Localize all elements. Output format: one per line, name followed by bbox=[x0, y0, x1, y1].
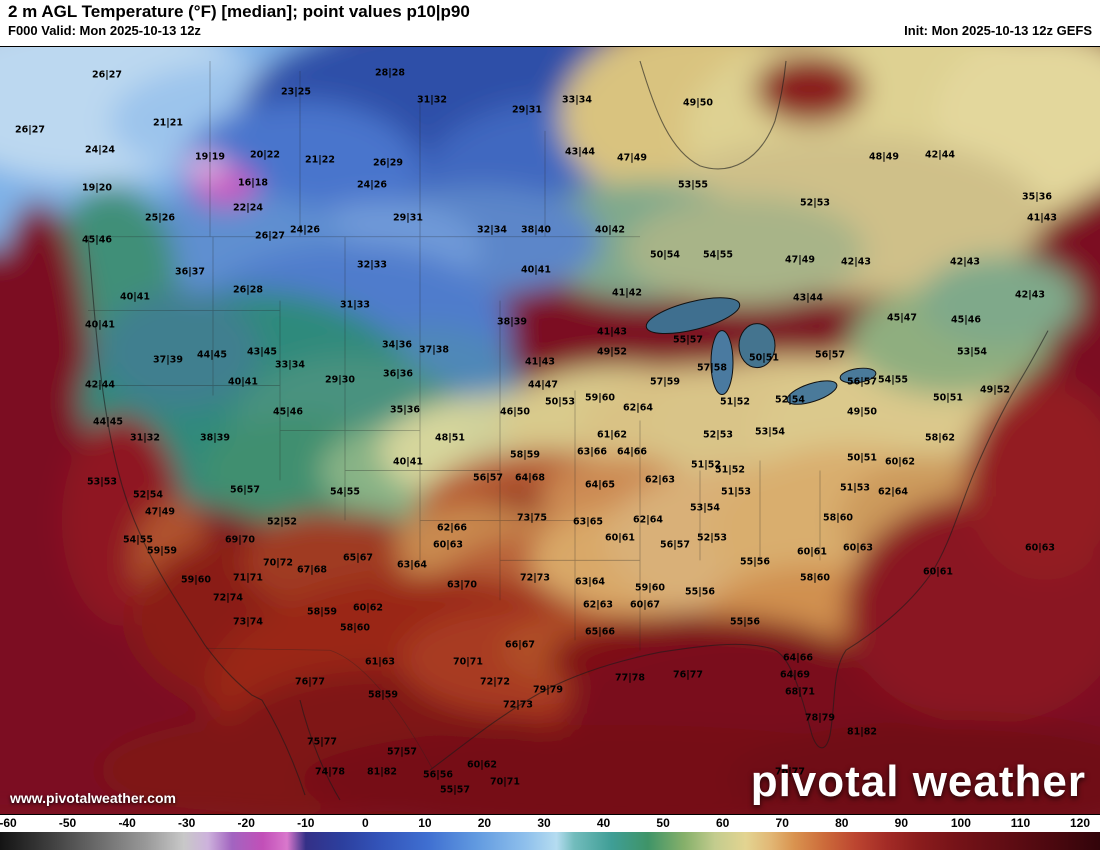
colorbar-tick-label: -30 bbox=[177, 816, 196, 830]
colorbar-tick-label: -60 bbox=[0, 816, 17, 830]
colorbar-tick-label: 10 bbox=[418, 816, 432, 830]
colorbar-tick-label: 20 bbox=[477, 816, 492, 830]
temperature-shading bbox=[0, 47, 1100, 814]
colorbar-tick-label: 90 bbox=[894, 816, 909, 830]
temperature-field-map bbox=[0, 47, 1100, 814]
coastline-borders bbox=[87, 60, 1049, 801]
map-title: 2 m AGL Temperature (°F) [median]; point… bbox=[8, 2, 470, 21]
colorbar-gradient bbox=[0, 832, 1100, 850]
colorbar-tick-label: 0 bbox=[361, 816, 369, 830]
colorbar-ticks: -60 -50 -40 -30 -20 -10 0 10 20 30 40 50 60 70 80 90 100… bbox=[0, 814, 1100, 832]
website-watermark: www.pivotalweather.com bbox=[10, 790, 176, 806]
colorbar-tick-label: 100 bbox=[950, 816, 971, 830]
colorbar-tick-label: 60 bbox=[715, 816, 730, 830]
colorbar-tick-label: 120 bbox=[1069, 816, 1091, 830]
init-time-label: Init: Mon 2025-10-13 12z GEFS bbox=[904, 23, 1092, 39]
brand-watermark: pivotal weather bbox=[750, 757, 1086, 806]
colorbar-tick-label: -40 bbox=[118, 816, 136, 830]
colorbar-tick-label: -10 bbox=[297, 816, 315, 830]
great-lakes bbox=[645, 297, 877, 405]
map-area bbox=[0, 46, 1100, 814]
colorbar-tick-label: -20 bbox=[237, 816, 255, 830]
colorbar-tick-label: 30 bbox=[537, 816, 551, 830]
titlebar: 2 m AGL Temperature (°F) [median]; point… bbox=[0, 0, 1100, 46]
colorbar-tick-label: 50 bbox=[656, 816, 670, 830]
valid-time-label: F000 Valid: Mon 2025-10-13 12z bbox=[8, 23, 201, 39]
state-borders bbox=[88, 60, 821, 769]
colorbar-tick-label: 40 bbox=[596, 816, 611, 830]
colorbar-tick-label: 70 bbox=[775, 816, 789, 830]
colorbar-tick-label: -50 bbox=[58, 816, 77, 830]
colorbar-tick-label: 110 bbox=[1010, 816, 1031, 830]
colorbar-tick-label: 80 bbox=[835, 816, 849, 830]
